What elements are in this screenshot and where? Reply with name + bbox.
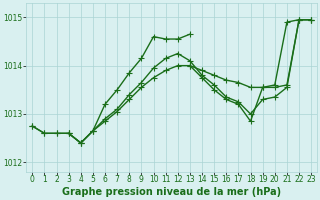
X-axis label: Graphe pression niveau de la mer (hPa): Graphe pression niveau de la mer (hPa): [62, 187, 281, 197]
